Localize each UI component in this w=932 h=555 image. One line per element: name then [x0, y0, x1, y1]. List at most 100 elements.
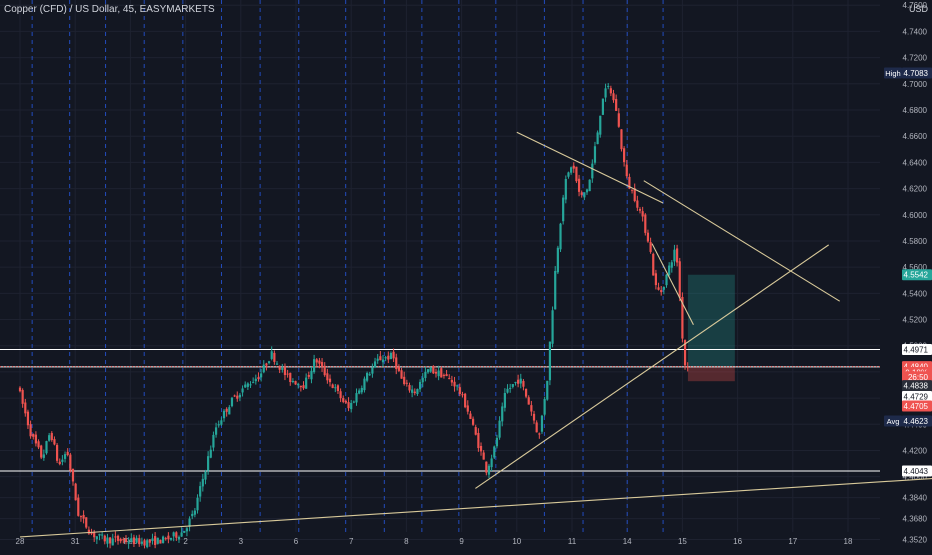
- candle-body: [405, 382, 408, 384]
- price-tag-label-bg: [884, 415, 902, 427]
- candle-body: [328, 378, 332, 383]
- candle-body: [371, 367, 374, 374]
- candle-body: [638, 209, 642, 211]
- candle-body: [217, 424, 220, 426]
- candle-body: [678, 261, 681, 298]
- candle-body: [514, 381, 517, 383]
- candle-body: [617, 113, 620, 127]
- trendline[interactable]: [651, 243, 694, 326]
- candle-body: [106, 537, 109, 544]
- candle-body: [397, 367, 400, 371]
- candle-body: [532, 413, 536, 421]
- candle-body: [440, 368, 443, 378]
- x-tick-label: 16: [733, 537, 742, 546]
- candle-body: [426, 369, 430, 373]
- candle-body: [143, 540, 146, 546]
- x-tick-label: 11: [568, 537, 577, 546]
- candle-body: [63, 454, 67, 459]
- trendline[interactable]: [19, 470, 932, 538]
- candle-body: [368, 374, 371, 376]
- candle-body: [315, 359, 318, 363]
- candle-body: [570, 167, 573, 173]
- candle-body: [670, 262, 673, 268]
- candle-body: [169, 537, 173, 540]
- y-tick-label: 4.5200: [903, 316, 928, 325]
- candle-body: [477, 432, 480, 449]
- y-tick-label: 4.5800: [903, 237, 928, 246]
- y-tick-label: 4.7000: [903, 80, 928, 89]
- candle-body: [482, 452, 485, 460]
- position-target-zone[interactable]: [687, 274, 735, 367]
- candle-body: [599, 115, 602, 135]
- x-tick-label: 3: [239, 537, 244, 546]
- position-stop-zone[interactable]: [687, 366, 735, 382]
- candle-body: [291, 381, 295, 383]
- x-tick-label: 28: [16, 537, 25, 546]
- candle-body: [159, 539, 162, 544]
- trendline[interactable]: [643, 180, 841, 302]
- candle-body: [567, 172, 570, 177]
- candle-body: [633, 188, 636, 201]
- candle-body: [654, 273, 658, 286]
- candle-body: [479, 446, 483, 452]
- candle-body: [615, 99, 618, 111]
- candle-body: [471, 418, 475, 425]
- candle-body: [636, 200, 639, 208]
- candle-body: [583, 192, 586, 198]
- x-tick-label: 15: [678, 537, 687, 546]
- candle-body: [318, 360, 321, 364]
- candle-body: [591, 163, 594, 179]
- candle-body: [111, 538, 114, 546]
- price-tag-value: 26:50: [908, 373, 929, 382]
- price-tag-label-bg: [884, 67, 902, 79]
- candle-body: [313, 359, 316, 373]
- candle-body: [32, 434, 35, 437]
- candle-body: [87, 529, 90, 534]
- price-tag: [902, 400, 932, 412]
- candle-body: [252, 382, 255, 384]
- candle-body: [156, 537, 159, 544]
- candle-body: [241, 388, 244, 393]
- trendline[interactable]: [475, 244, 829, 489]
- candle-body: [358, 390, 361, 394]
- candle-body: [66, 451, 69, 456]
- candle-body: [196, 497, 199, 511]
- candle-body: [339, 391, 342, 399]
- y-tick-label: 4.5400: [903, 289, 928, 298]
- price-tag: [902, 371, 932, 383]
- candle-body: [416, 388, 419, 395]
- candle-body: [535, 422, 538, 433]
- trendline[interactable]: [516, 131, 664, 204]
- candle-body: [546, 380, 549, 400]
- candle-body: [95, 536, 98, 540]
- candle-body: [103, 535, 106, 542]
- candle-body: [588, 179, 591, 192]
- candle-body: [487, 465, 491, 475]
- y-tick-label: 4.5600: [903, 263, 928, 272]
- candle-body: [185, 528, 189, 532]
- candle-body: [686, 366, 689, 368]
- candle-body: [48, 435, 51, 441]
- candle-body: [246, 383, 249, 387]
- price-tag: [902, 380, 932, 392]
- candle-body: [77, 497, 80, 516]
- candle-body: [623, 148, 626, 163]
- candle-body: [21, 390, 24, 404]
- y-tick-label: 4.3840: [903, 494, 928, 503]
- candle-body: [466, 405, 469, 412]
- candle-body: [625, 164, 628, 177]
- candle-body: [363, 378, 366, 391]
- currency-label: USD: [908, 4, 928, 14]
- candle-body: [676, 248, 679, 263]
- candle-body: [93, 531, 96, 538]
- y-tick-label: 4.4200: [903, 446, 928, 455]
- price-tag: [902, 465, 932, 477]
- candle-body: [458, 387, 461, 395]
- candle-body: [233, 395, 236, 397]
- candle-body: [630, 189, 634, 191]
- candle-body: [79, 516, 83, 518]
- x-tick-label: 14: [623, 537, 632, 546]
- candle-body: [283, 366, 287, 376]
